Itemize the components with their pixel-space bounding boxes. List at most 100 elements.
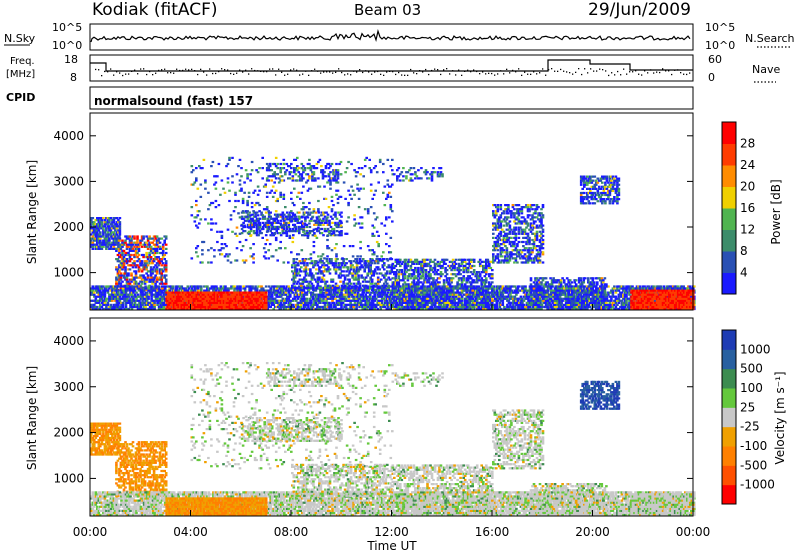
nave-dot [167, 72, 169, 74]
power-cell [122, 262, 126, 265]
power-cell [305, 297, 309, 300]
power-cell [293, 285, 297, 288]
power-cell [206, 289, 209, 292]
power-cell [270, 301, 274, 304]
power-cell [289, 295, 292, 298]
power-cell [159, 291, 162, 294]
power-cell [112, 231, 116, 234]
power-cell [118, 217, 122, 220]
power-cell [102, 229, 105, 232]
power-cell [130, 285, 134, 288]
power-cell [276, 299, 280, 302]
power-cell [112, 295, 116, 298]
power-cell [160, 274, 163, 277]
power-cell [154, 280, 157, 283]
power-cell [154, 299, 158, 302]
power-cell [90, 299, 93, 302]
power-cell [272, 289, 275, 292]
power-cell [130, 301, 134, 304]
power-cell [96, 229, 99, 232]
nave-dot [209, 68, 211, 70]
power-cell [127, 295, 131, 298]
power-cell [90, 225, 93, 228]
power-cell [158, 258, 162, 261]
power-cell [152, 253, 156, 257]
power-cell [164, 268, 168, 271]
nave-dot [101, 75, 103, 77]
power-cell [139, 293, 143, 296]
power-cell [111, 225, 114, 228]
power-cell [121, 260, 124, 263]
power-cell [109, 307, 113, 311]
power-cell [448, 295, 452, 298]
power-cell [97, 221, 101, 224]
power-cell [154, 258, 157, 261]
power-cell [125, 235, 129, 238]
nave-dot [452, 70, 454, 72]
nave-dot [638, 73, 640, 75]
nave-dot [95, 68, 97, 71]
power-cell [99, 239, 102, 242]
power-cell [163, 264, 166, 267]
nave-dot [521, 74, 523, 76]
power-cell [138, 295, 141, 298]
power-cell [105, 217, 108, 220]
date-title: 29/Jun/2009 [588, 0, 691, 20]
power-cell [112, 225, 116, 228]
power-cell [91, 217, 95, 220]
power-cell [152, 280, 156, 283]
power-cell [161, 253, 165, 257]
power-cell [123, 289, 126, 292]
power-cell [135, 297, 138, 300]
power-cell [136, 285, 140, 288]
power-cell [509, 303, 512, 306]
power-cell [139, 274, 142, 277]
nave-dot [119, 72, 121, 74]
power-cell [266, 289, 269, 292]
power-cell [161, 276, 165, 279]
power-cell [139, 301, 143, 304]
power-cell [127, 272, 130, 275]
power-cell [117, 301, 120, 304]
nave-dot [200, 68, 202, 70]
power-cell [150, 297, 153, 300]
power-cell [558, 291, 562, 294]
power-cell [510, 289, 514, 292]
power-cell [134, 276, 138, 279]
power-cell [148, 235, 151, 238]
power-cell [275, 291, 278, 294]
power-cell [507, 299, 511, 302]
power-cell [121, 297, 125, 300]
power-cell [237, 289, 241, 292]
power-cell [165, 285, 168, 288]
power-cell [152, 260, 156, 263]
power-cell [121, 256, 124, 259]
power-cell [498, 301, 502, 304]
power-cell [382, 297, 386, 300]
power-cell [189, 301, 193, 304]
power-cell [149, 256, 153, 259]
power-cell [94, 225, 98, 228]
power-cell [374, 305, 378, 309]
power-cell [155, 262, 159, 265]
power-cell [356, 291, 360, 294]
power-cell [682, 285, 685, 288]
power-cell [100, 243, 104, 246]
power-cell [154, 268, 157, 271]
nave-tick-bottom: 0 [708, 71, 715, 84]
power-cell [255, 289, 259, 292]
power-cell [112, 303, 116, 306]
power-cell [109, 233, 113, 236]
power-cell [516, 287, 520, 290]
power-cell [112, 219, 116, 222]
power-cell [183, 299, 187, 302]
power-cell [139, 285, 143, 288]
power-cell [90, 217, 93, 220]
power-cell [206, 285, 209, 288]
power-cell [100, 245, 104, 248]
power-cell [142, 256, 145, 259]
power-cell [119, 266, 123, 269]
power-cell [130, 293, 134, 296]
power-cell [115, 299, 119, 302]
